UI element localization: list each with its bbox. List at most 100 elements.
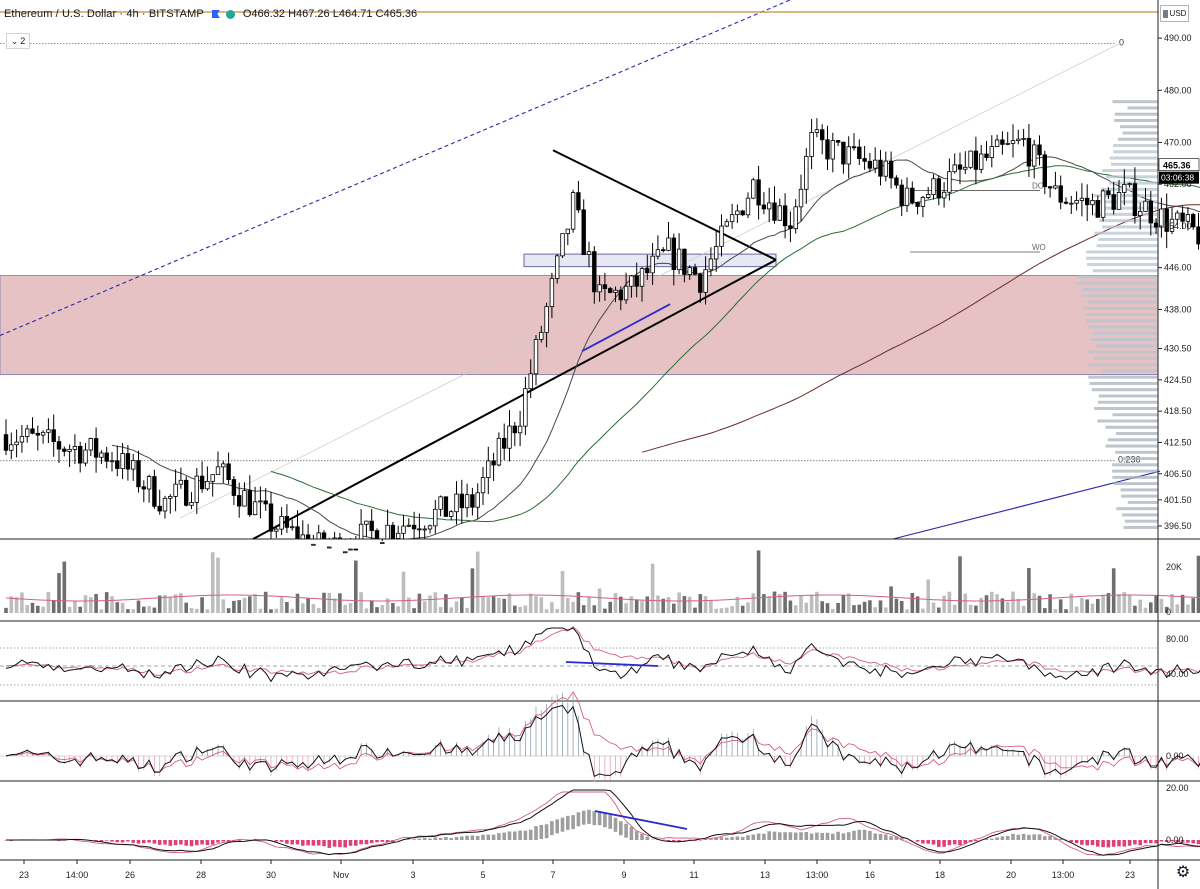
- volume-bar: [20, 592, 24, 613]
- candle: [210, 474, 215, 497]
- candle-body: [1026, 137, 1032, 167]
- volume-bar: [979, 597, 983, 613]
- volume-bar: [597, 588, 602, 613]
- candle-body: [406, 524, 411, 527]
- volume-bar: [449, 607, 453, 613]
- macd-hist-bar: [809, 833, 814, 840]
- pane-tick-label: 40.00: [1166, 669, 1189, 679]
- volume-profile-bar: [1105, 425, 1158, 429]
- macd-hist-bar: [285, 840, 289, 844]
- volume-profile-bar: [1099, 219, 1158, 223]
- collapse-indicators-button[interactable]: ⌄ 2: [6, 33, 30, 49]
- candle: [894, 175, 899, 189]
- volume-bar: [523, 605, 528, 613]
- symbol-title[interactable]: Ethereum / U.S. Dollar · 4h · BITSTAMP: [4, 8, 204, 20]
- volume-bar: [396, 606, 400, 613]
- candle: [671, 233, 676, 286]
- volume-profile-bar: [1088, 375, 1158, 379]
- price-tick-label: 412.50: [1164, 437, 1192, 447]
- volume-bar: [1106, 593, 1111, 613]
- macd-hist-bar: [677, 840, 681, 842]
- rsi-divergence-line[interactable]: [565, 661, 659, 667]
- volume-bar: [131, 609, 135, 613]
- volume-bar: [475, 551, 480, 613]
- macd-hist-bar: [168, 840, 173, 846]
- macd-hist-bar: [94, 840, 98, 842]
- volume-bar: [661, 598, 665, 613]
- candle: [464, 483, 470, 518]
- macd-divergence-line[interactable]: [594, 810, 688, 830]
- candle: [793, 199, 798, 234]
- volume-bar: [910, 593, 915, 613]
- candle: [130, 453, 136, 481]
- candle-body: [618, 289, 623, 301]
- macd-hist-bar: [995, 837, 999, 840]
- macd-hist-bar: [709, 839, 713, 840]
- macd-hist-bar: [634, 831, 639, 840]
- volume-bar: [613, 593, 618, 613]
- volume-bar: [740, 605, 745, 613]
- candle-body: [242, 490, 247, 507]
- triangle-lower-line[interactable]: [252, 258, 777, 540]
- candle: [539, 325, 544, 343]
- macd-hist-bar: [1133, 840, 1137, 845]
- macd-hist-bar: [619, 821, 623, 836]
- candle: [899, 179, 904, 217]
- candle: [115, 445, 120, 477]
- candle-body: [109, 460, 115, 463]
- candle-body: [1185, 214, 1191, 222]
- session-open-label: WO: [1032, 243, 1046, 252]
- volume-bar: [846, 593, 851, 613]
- volume-profile-bar: [1123, 525, 1158, 529]
- gear-icon[interactable]: ⚙: [1175, 864, 1191, 881]
- candle: [1079, 183, 1085, 217]
- candle: [888, 151, 894, 189]
- candle-body: [820, 129, 825, 141]
- candle: [719, 214, 724, 257]
- volume-profile-bar: [1116, 507, 1158, 511]
- candle-body: [767, 202, 772, 210]
- macd-hist-bar: [200, 840, 204, 845]
- divergence-line[interactable]: [581, 303, 671, 352]
- candle: [1143, 187, 1148, 212]
- volume-bar: [603, 608, 607, 613]
- candle-body: [576, 192, 581, 211]
- candle: [586, 241, 592, 268]
- volume-bar: [78, 606, 82, 613]
- chevron-down-icon: ⌄: [10, 35, 19, 46]
- macd-hist-bar: [762, 833, 766, 840]
- macd-hist-bar: [412, 839, 416, 840]
- flag-icon[interactable]: [211, 10, 220, 18]
- candle-body: [491, 460, 496, 466]
- volume-bar: [937, 607, 941, 613]
- macd-hist-bar: [195, 840, 199, 846]
- macd-hist-bar: [1080, 840, 1084, 845]
- candle-body: [1191, 214, 1196, 228]
- macd-hist-bar: [841, 833, 846, 840]
- candle-body: [825, 139, 830, 160]
- volume-profile-bar: [1094, 356, 1158, 360]
- price-tick-label: 396.50: [1164, 521, 1192, 531]
- candle-body: [1175, 212, 1180, 220]
- candle: [1058, 175, 1063, 210]
- macd-hist-bar: [1101, 840, 1105, 848]
- macd-hist-bar: [290, 840, 294, 845]
- candle-body: [676, 248, 682, 271]
- volume-bar: [1154, 595, 1158, 613]
- currency-badge[interactable]: USD: [1160, 5, 1189, 22]
- volume-profile-bar: [1094, 331, 1158, 335]
- volume-bar: [666, 597, 671, 613]
- candle-body: [979, 153, 984, 170]
- candle-body: [226, 463, 231, 480]
- candle-body: [931, 178, 936, 195]
- macd-hist-bar: [550, 821, 554, 836]
- triangle-upper-line[interactable]: [552, 149, 777, 261]
- volume-bar: [210, 552, 215, 613]
- pane-tick-label: 0.00: [1166, 751, 1184, 761]
- candle: [650, 243, 655, 286]
- candle: [19, 425, 25, 453]
- candle-body: [915, 202, 920, 207]
- candle-body: [35, 432, 40, 436]
- macd-hist-bar: [884, 834, 888, 840]
